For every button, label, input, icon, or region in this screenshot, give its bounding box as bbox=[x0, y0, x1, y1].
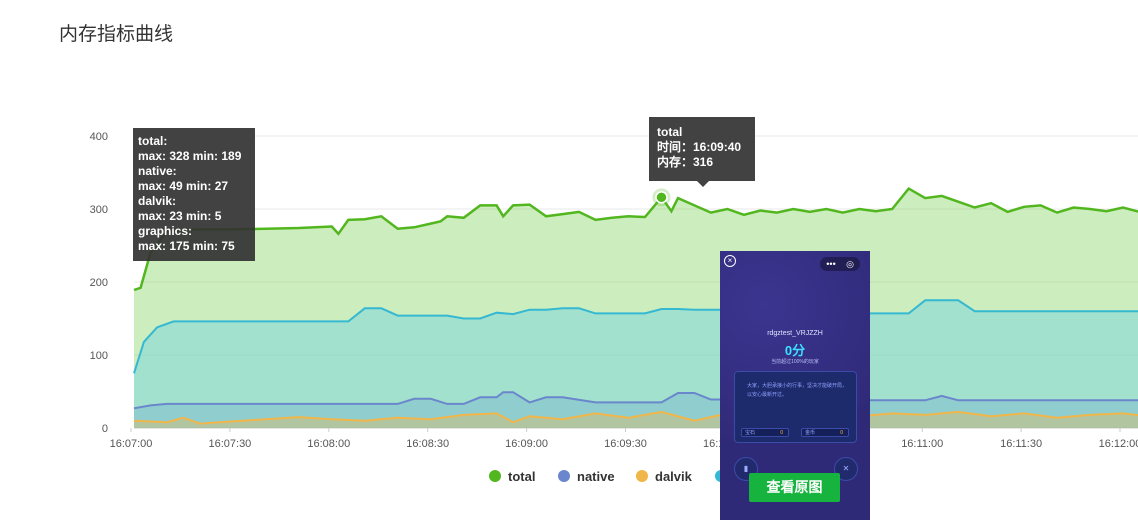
info-panel-text: 大家，大胆承接小的行事，坚决才能破开局，以安心最新开过。 bbox=[747, 383, 848, 398]
tooltip-line: total: bbox=[138, 134, 168, 148]
player-name: rdgztest_VRJZZH bbox=[767, 330, 823, 337]
point-tooltip: total 时间：16:09:40 内存：316 bbox=[649, 117, 755, 181]
gem-field: 宝石 0 bbox=[741, 428, 789, 437]
view-original-button[interactable]: 查看原图 bbox=[749, 473, 840, 502]
series-line-native bbox=[133, 391, 1138, 410]
highlight-point bbox=[655, 191, 668, 204]
coin-label: 金币 bbox=[805, 430, 816, 436]
x-tick-label: 16:08:30 bbox=[406, 438, 449, 450]
y-tick-label: 0 bbox=[102, 423, 108, 435]
series-line-graphics bbox=[133, 299, 1138, 374]
share-icon[interactable]: ✕ bbox=[834, 457, 858, 481]
legend-dot-dalvik bbox=[636, 470, 648, 482]
legend-label-dalvik: dalvik bbox=[655, 468, 692, 484]
point-tooltip-arrow bbox=[697, 181, 709, 187]
summary-tooltip: total: max: 328 min: 189 native: max: 49… bbox=[133, 128, 255, 261]
x-tick-label: 16:09:30 bbox=[604, 438, 647, 450]
info-panel: 大家，大胆承接小的行事，坚决才能破开局，以安心最新开过。 宝石 0 金币 0 bbox=[734, 371, 857, 443]
y-tick-label: 400 bbox=[90, 131, 108, 143]
coin-field: 金币 0 bbox=[801, 428, 849, 437]
series-line-total bbox=[133, 186, 1138, 292]
x-tick-label: 16:07:30 bbox=[208, 438, 251, 450]
point-tooltip-time: 时间：16:09:40 bbox=[657, 140, 742, 154]
x-tick-label: 16:11:30 bbox=[1000, 438, 1042, 450]
tooltip-line: graphics: bbox=[138, 224, 193, 238]
legend-item-native[interactable]: native bbox=[558, 467, 615, 485]
tooltip-line: native: bbox=[138, 164, 177, 178]
y-tick-label: 100 bbox=[90, 350, 108, 362]
x-tick-label: 16:07:00 bbox=[110, 438, 153, 450]
tooltip-line: max: 23 min: 5 bbox=[138, 209, 222, 223]
coin-value: 0 bbox=[840, 430, 843, 436]
area-graphics bbox=[134, 300, 1138, 428]
tooltip-line: max: 328 min: 189 bbox=[138, 149, 242, 163]
x-tick-label: 16:11:00 bbox=[901, 438, 943, 450]
gem-label: 宝石 bbox=[745, 430, 756, 436]
more-icon[interactable]: ••• bbox=[826, 259, 836, 269]
score: 0分 bbox=[784, 343, 806, 358]
legend-label-native: native bbox=[577, 468, 615, 484]
game-preview-card[interactable]: × ••• ◎ rdgztest_VRJZZH 0分 当前超过100%的玩家 大… bbox=[720, 251, 870, 520]
y-tick-label: 200 bbox=[90, 277, 108, 289]
tooltip-line: max: 175 min: 75 bbox=[138, 239, 235, 253]
point-tooltip-series: total bbox=[657, 125, 683, 139]
gem-value: 0 bbox=[780, 430, 783, 436]
legend-item-dalvik[interactable]: dalvik bbox=[636, 467, 692, 485]
capsule-menu[interactable]: ••• ◎ bbox=[820, 257, 860, 271]
score-subtitle: 当前超过100%的玩家 bbox=[771, 359, 819, 365]
target-icon[interactable]: ◎ bbox=[846, 259, 854, 269]
series-line-dalvik bbox=[133, 410, 1138, 425]
y-tick-label: 300 bbox=[90, 204, 108, 216]
legend-dot-native bbox=[558, 470, 570, 482]
x-tick-label: 16:09:00 bbox=[505, 438, 548, 450]
x-tick-label: 16:12:00 bbox=[1099, 438, 1138, 450]
page-title: 内存指标曲线 bbox=[59, 24, 174, 45]
tooltip-line: max: 49 min: 27 bbox=[138, 179, 229, 193]
tooltip-line: dalvik: bbox=[138, 194, 177, 208]
close-icon[interactable]: × bbox=[724, 255, 736, 267]
area-dalvik bbox=[134, 411, 1138, 428]
legend-label-total: total bbox=[508, 468, 536, 484]
x-tick-label: 16:08:00 bbox=[307, 438, 350, 450]
legend-item-total[interactable]: total bbox=[489, 467, 535, 485]
legend-dot-total bbox=[489, 470, 501, 482]
point-tooltip-value: 内存：316 bbox=[657, 155, 714, 169]
